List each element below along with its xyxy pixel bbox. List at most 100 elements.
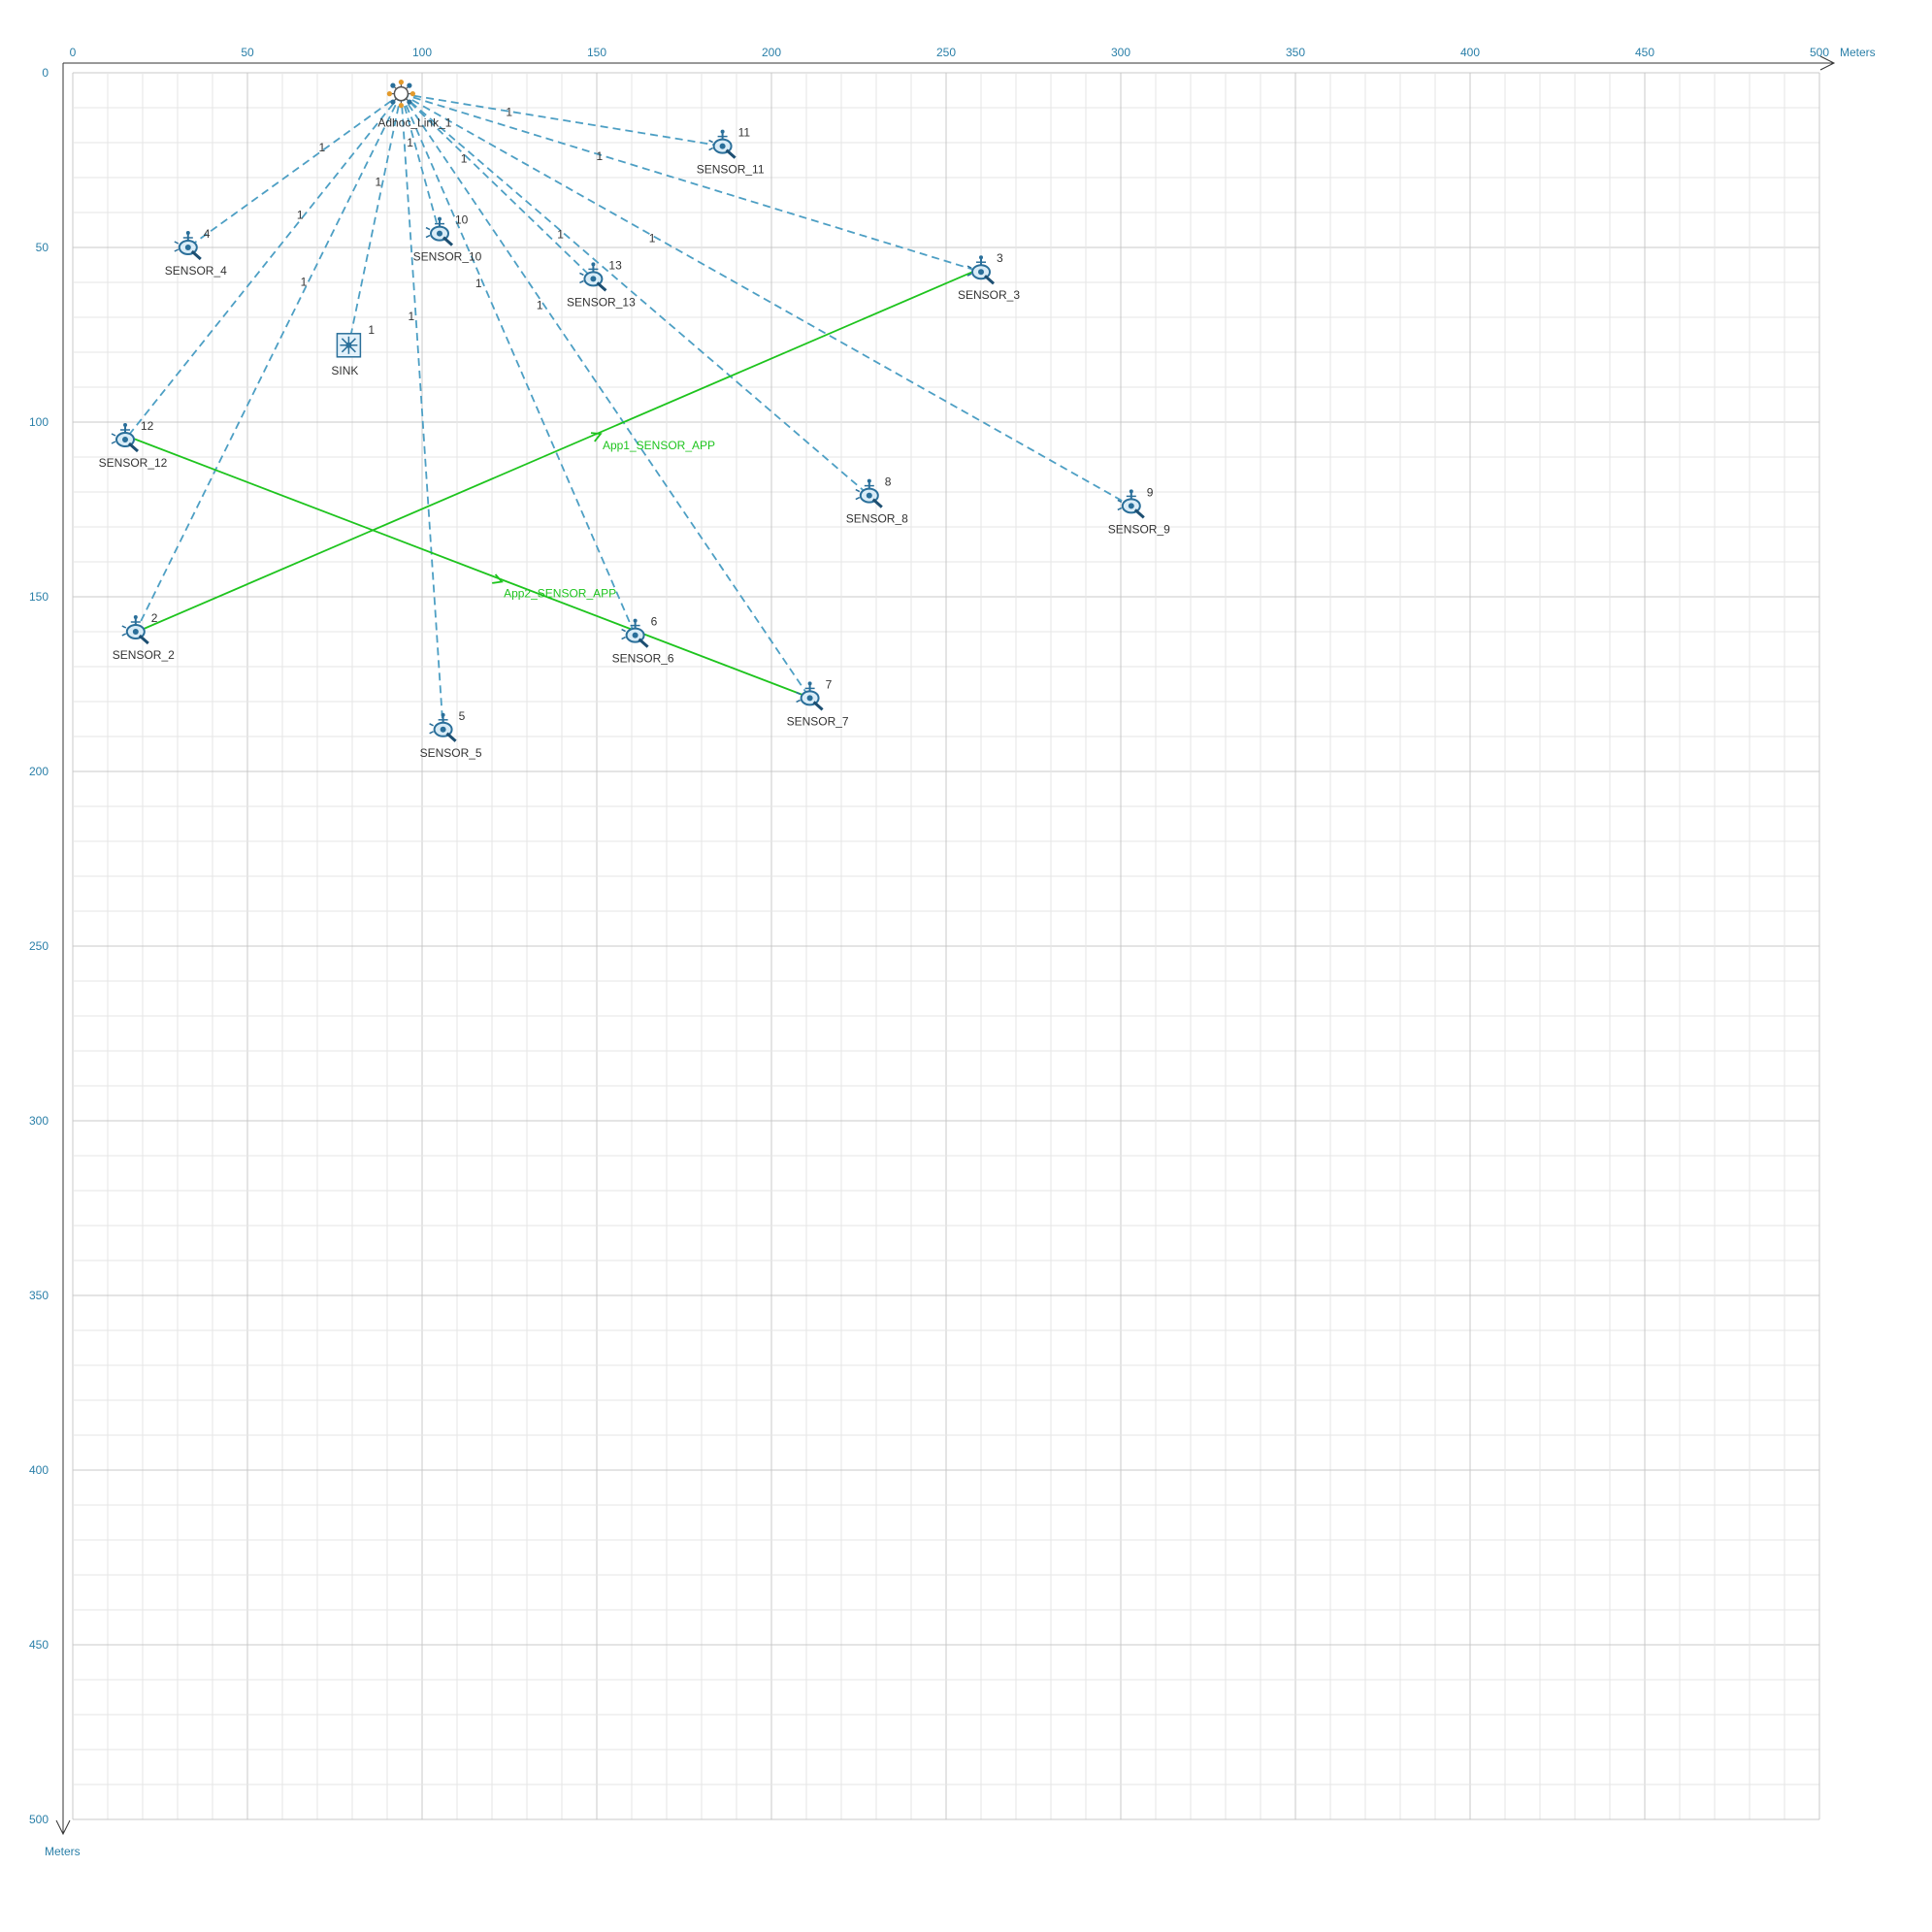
x-tick-label: 450 bbox=[1635, 46, 1654, 59]
sensor-node[interactable]: 9 SENSOR_9 bbox=[1108, 485, 1170, 536]
link-line[interactable] bbox=[400, 93, 441, 234]
x-tick-label: 100 bbox=[412, 46, 432, 59]
y-tick-label: 100 bbox=[29, 415, 49, 429]
sensor-node[interactable]: 6 SENSOR_6 bbox=[612, 615, 674, 666]
adhoc-link-node[interactable]: Adhoc_Link_1 bbox=[377, 80, 452, 130]
node-id-label: 11 bbox=[738, 126, 751, 140]
x-tick-label: 350 bbox=[1286, 46, 1305, 59]
y-tick-label: 400 bbox=[29, 1463, 49, 1477]
adhoc-link-label: Adhoc_Link_1 bbox=[377, 116, 451, 130]
link-label: 1 bbox=[407, 136, 413, 149]
app-flow-label: App2_SENSOR_APP bbox=[504, 587, 616, 601]
node-name-label: SENSOR_4 bbox=[165, 264, 227, 278]
sensor-icon[interactable] bbox=[174, 231, 202, 261]
sensor-icon[interactable] bbox=[425, 216, 453, 246]
link-label: 1 bbox=[409, 310, 415, 323]
sensor-icon[interactable] bbox=[579, 262, 607, 292]
sensor-node[interactable]: 5 SENSOR_5 bbox=[420, 709, 482, 760]
sink-node-icon[interactable] bbox=[336, 333, 362, 358]
y-tick-label: 200 bbox=[29, 765, 49, 778]
x-tick-label: 500 bbox=[1810, 46, 1829, 59]
sensor-icon[interactable] bbox=[429, 712, 457, 742]
node-name-label: SENSOR_10 bbox=[413, 250, 482, 264]
link-label: 1 bbox=[475, 277, 482, 290]
sensor-icon[interactable] bbox=[966, 255, 995, 285]
sensor-node[interactable]: 2 SENSOR_2 bbox=[113, 611, 175, 662]
link-line[interactable] bbox=[400, 93, 637, 636]
sensor-icon[interactable] bbox=[121, 615, 149, 645]
sensor-icon[interactable] bbox=[111, 423, 139, 453]
sensor-node[interactable]: 7 SENSOR_7 bbox=[787, 677, 849, 728]
sensor-icon[interactable] bbox=[1117, 489, 1145, 519]
sensor-node[interactable]: 12 SENSOR_12 bbox=[99, 419, 168, 470]
x-tick-label: 150 bbox=[587, 46, 606, 59]
node-id-label: 5 bbox=[459, 709, 466, 723]
sensor-node[interactable]: 13 SENSOR_13 bbox=[567, 258, 636, 309]
app-flow-arrow-icon bbox=[492, 573, 504, 584]
node-id-label: 13 bbox=[608, 258, 622, 272]
app-flow-line[interactable] bbox=[130, 437, 806, 698]
node-name-label: SINK bbox=[331, 364, 358, 377]
application-flows: App1_SENSOR_APP App2_SENSOR_APP bbox=[130, 269, 978, 698]
y-axis-ticks: 0 50 100 150 200 250 300 350 400 450 500 bbox=[29, 66, 49, 1826]
link-line[interactable] bbox=[400, 92, 595, 280]
node-name-label: SENSOR_6 bbox=[612, 652, 674, 666]
y-tick-label: 500 bbox=[29, 1813, 49, 1826]
link-line[interactable] bbox=[347, 93, 403, 345]
x-axis-arrow-icon bbox=[1819, 55, 1836, 71]
link-line[interactable] bbox=[124, 93, 403, 441]
y-tick-label: 450 bbox=[29, 1638, 49, 1652]
link-label: 1 bbox=[297, 208, 304, 221]
sensor-icon[interactable] bbox=[796, 681, 824, 711]
node-id-label: 4 bbox=[204, 227, 211, 241]
y-tick-label: 300 bbox=[29, 1114, 49, 1128]
link-line[interactable] bbox=[400, 93, 444, 730]
node-id-label: 7 bbox=[826, 677, 833, 691]
sensor-node[interactable]: 3 SENSOR_3 bbox=[958, 251, 1020, 302]
node-name-label: SENSOR_7 bbox=[787, 714, 849, 728]
node-name-label: SENSOR_11 bbox=[697, 163, 765, 177]
node-name-label: SENSOR_12 bbox=[99, 456, 168, 470]
y-tick-label: 150 bbox=[29, 590, 49, 604]
x-axis-ticks: 0 50 100 150 200 250 300 350 400 450 500 bbox=[70, 46, 1830, 59]
link-line[interactable] bbox=[401, 92, 982, 274]
node-id-label: 6 bbox=[651, 615, 658, 629]
node-name-label: SENSOR_2 bbox=[113, 648, 175, 662]
link-label: 1 bbox=[649, 231, 656, 245]
link-line[interactable] bbox=[400, 92, 870, 497]
link-line[interactable] bbox=[187, 92, 402, 248]
grid bbox=[72, 72, 1820, 1820]
y-tick-label: 50 bbox=[36, 241, 49, 254]
link-label: 1 bbox=[537, 299, 543, 312]
adhoc-link-hub-icon[interactable] bbox=[386, 80, 415, 109]
x-axis-unit-label: Meters bbox=[1840, 46, 1876, 59]
sensor-node[interactable]: 8 SENSOR_8 bbox=[846, 475, 908, 526]
link-line[interactable] bbox=[134, 93, 403, 633]
x-tick-label: 200 bbox=[762, 46, 781, 59]
app-flow-arrow-icon bbox=[590, 432, 603, 442]
x-tick-label: 250 bbox=[936, 46, 956, 59]
link-label: 1 bbox=[557, 228, 564, 242]
node-id-label: 1 bbox=[368, 323, 375, 337]
node-name-label: SENSOR_13 bbox=[567, 295, 636, 309]
node-name-label: SENSOR_8 bbox=[846, 512, 908, 526]
sensor-node[interactable]: 11 SENSOR_11 bbox=[697, 126, 765, 177]
app-flow-label: App1_SENSOR_APP bbox=[603, 439, 715, 452]
link-line[interactable] bbox=[400, 92, 1132, 508]
sensor-icon[interactable] bbox=[855, 478, 883, 508]
app-flow-line[interactable] bbox=[141, 269, 978, 631]
sensor-node[interactable]: 4 SENSOR_4 bbox=[165, 227, 227, 278]
link-label: 1 bbox=[506, 106, 512, 119]
link-line[interactable] bbox=[401, 92, 723, 147]
y-tick-label: 350 bbox=[29, 1289, 49, 1302]
link-line[interactable] bbox=[400, 93, 811, 699]
sink-node[interactable]: 1 SINK bbox=[331, 323, 375, 377]
sensor-node[interactable]: 10 SENSOR_10 bbox=[413, 213, 482, 264]
y-axis-unit-label: Meters bbox=[45, 1845, 81, 1858]
sensor-icon[interactable] bbox=[708, 129, 737, 159]
devices: 2 SENSOR_2 3 SENSOR_3 4 SENSOR_4 5 SENSOR_5 6 SEN… bbox=[99, 80, 1170, 760]
link-label: 1 bbox=[461, 151, 468, 165]
sensor-icon[interactable] bbox=[621, 618, 649, 648]
